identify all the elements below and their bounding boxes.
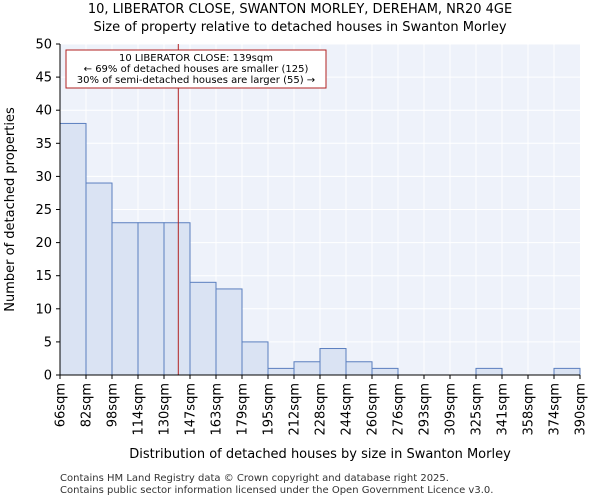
x-tick-label: 228sqm [314,383,329,436]
bars [59,122,581,376]
y-axis-label: Number of detached properties [3,107,18,312]
y-tick-label: 10 [35,302,52,317]
bar-130sqm [163,222,191,376]
bar-212sqm [293,361,321,376]
bar-325sqm [475,367,503,376]
x-tick-label: 293sqm [418,383,433,436]
y-tick-label: 50 [35,38,52,53]
x-tick-label: 114sqm [132,383,147,436]
grid-lines [60,43,580,375]
bar-163sqm [215,288,243,376]
bar-66sqm [59,122,87,376]
y-tick-labels: 0 5 10 15 20 25 30 35 40 45 50 [35,38,60,384]
bar-147sqm [189,281,217,376]
x-tick-label: 390sqm [574,383,589,436]
footer-copyright: Contains HM Land Registry data © Crown c… [60,473,449,484]
x-tick-label: 374sqm [548,383,563,436]
y-tick-label: 30 [35,170,52,185]
y-tick-label: 5 [44,335,52,350]
y-tick-label: 15 [35,269,52,284]
annotation-box: 10 LIBERATOR CLOSE: 139sqm ← 69% of deta… [65,49,327,89]
x-tick-label: 212sqm [288,383,303,436]
bar-228sqm [319,348,347,376]
bar-98sqm [111,222,139,376]
footer-licence: Contains public sector information licen… [60,485,494,496]
x-tick-label: 358sqm [522,383,537,436]
x-tick-label: 66sqm [54,383,69,427]
x-tick-label: 325sqm [470,383,485,436]
y-tick-label: 20 [35,236,52,251]
annotation-line-1: 10 LIBERATOR CLOSE: 139sqm [119,53,273,64]
x-tick-label: 341sqm [496,383,511,436]
y-tick-label: 45 [35,71,52,86]
annotation-line-2: ← 69% of detached houses are smaller (12… [84,64,309,75]
bar-82sqm [85,182,113,376]
y-tick-label: 35 [35,137,52,152]
x-tick-label: 276sqm [392,383,407,436]
x-tick-label: 130sqm [158,383,173,436]
x-tick-label: 147sqm [184,383,199,436]
chart-title: 10, LIBERATOR CLOSE, SWANTON MORLEY, DER… [87,2,513,17]
bar-260sqm [371,367,399,376]
bar-374sqm [553,367,581,376]
bar-114sqm [137,222,165,376]
y-tick-label: 25 [35,203,52,218]
annotation-border [65,49,327,89]
bar-179sqm [241,341,269,376]
x-tick-label: 244sqm [340,383,355,436]
bar-244sqm [345,361,373,376]
annotation-line-3: 30% of semi-detached houses are larger (… [77,75,315,86]
x-tick-label: 309sqm [444,383,459,436]
y-tick-label: 40 [35,104,52,119]
x-axis-label: Distribution of detached houses by size … [129,447,511,462]
x-tick-label: 82sqm [80,383,95,427]
bar-195sqm [267,367,295,376]
x-tick-label: 98sqm [106,383,121,427]
x-tick-label: 195sqm [262,383,277,436]
y-tick-label: 0 [44,369,52,384]
x-tick-labels: 66sqm 82sqm 98sqm 114sqm 130sqm 147sqm 163sqm 1… [54,375,589,436]
chart-subtitle: Size of property relative to detached ho… [93,20,507,35]
x-tick-label: 163sqm [210,383,225,436]
x-tick-label: 260sqm [366,383,381,436]
x-tick-label: 179sqm [236,383,251,436]
